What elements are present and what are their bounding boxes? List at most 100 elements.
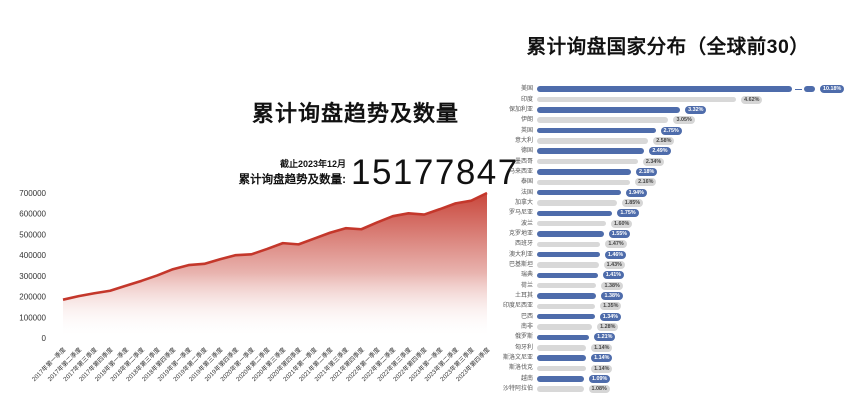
value-badge: 1.94%	[625, 188, 647, 197]
value-badge: 4.62%	[741, 95, 763, 104]
y-axis-label: 0	[42, 334, 47, 343]
bar-track: 1.08%	[537, 385, 848, 394]
bar-row: 荷兰 1.38%	[496, 281, 848, 291]
country-label: 美国	[520, 86, 533, 93]
bar-track: 3.05%	[537, 116, 848, 125]
value-badge: 1.47%	[605, 240, 627, 249]
bar-row: 美国 10.18%	[496, 84, 848, 94]
axis-break-dash	[795, 88, 802, 90]
country-label: 越南	[520, 375, 533, 382]
bar	[537, 138, 649, 144]
trend-chart-title: 累计询盘趋势及数量	[252, 101, 460, 126]
bar-row: 土耳其 1.38%	[496, 291, 848, 301]
bar	[537, 355, 587, 361]
value-badge: 1.14%	[591, 354, 613, 363]
value-badge: 1.34%	[599, 312, 622, 321]
bar	[537, 200, 617, 206]
bar-row: 俄罗斯 1.21%	[496, 332, 848, 342]
country-bar-chart: 美国 10.18% 印度 4.62% 保加利亚 3.32% 伊朗 3.05% 英国 2.75% 意大…	[496, 84, 848, 394]
trend-stat-labels: 截止2023年12月 累计询盘趋势及数量:	[225, 159, 346, 188]
bar-track: 2.18%	[537, 167, 848, 176]
bar-track: 2.75%	[537, 126, 848, 135]
country-label: 荷兰	[520, 282, 533, 289]
bar-row: 印度 4.62%	[496, 94, 848, 104]
bar	[537, 334, 590, 341]
value-badge: 1.08%	[588, 385, 610, 394]
country-label: 波兰	[520, 220, 533, 227]
bar	[537, 210, 613, 217]
bar-row: 罗马尼亚 1.75%	[496, 208, 848, 218]
y-axis-label: 300000	[19, 272, 46, 281]
bar-track: 2.16%	[537, 178, 848, 187]
bar-row: 加拿大 1.85%	[496, 198, 848, 208]
country-label: 斯洛文尼亚	[502, 355, 533, 362]
value-badge: 1.55%	[608, 230, 631, 239]
as-of-date-label: 截止2023年12月	[279, 159, 346, 169]
trend-area-chart: 0 100000 200000 300000 400000 500000 600000 700…	[19, 189, 491, 383]
bar	[537, 96, 737, 103]
bar	[537, 220, 606, 227]
bar	[537, 179, 631, 186]
value-badge: 1.28%	[597, 323, 619, 332]
value-badge: 3.32%	[685, 105, 707, 114]
value-badge: 1.85%	[621, 199, 644, 208]
bar	[537, 313, 595, 320]
bar-track: 1.46%	[537, 250, 848, 259]
value-badge: 2.58%	[653, 136, 675, 145]
bar-row: 意大利 2.58%	[496, 136, 848, 146]
area-top-line	[62, 191, 488, 301]
bar	[537, 158, 638, 165]
value-badge: 2.49%	[649, 147, 671, 156]
y-axis-label: 200000	[19, 293, 46, 302]
bar	[537, 189, 621, 196]
y-axis-label: 500000	[19, 230, 46, 239]
bar-track: 2.49%	[537, 147, 848, 156]
country-label: 墨西哥	[514, 158, 533, 165]
y-axis-label: 600000	[19, 210, 46, 219]
country-label: 匈牙利	[514, 344, 533, 351]
y-axis-label: 100000	[19, 313, 46, 322]
country-label: 澳大利亚	[508, 251, 533, 258]
y-axis-label: 400000	[19, 251, 46, 260]
value-badge: 1.14%	[591, 343, 613, 352]
value-badge: 1.38%	[601, 281, 623, 290]
value-badge: 1.46%	[604, 250, 627, 259]
country-label: 西班牙	[514, 241, 533, 248]
bar	[537, 272, 598, 279]
total-inquiries-value: 15177847	[351, 153, 519, 192]
bar-track: 2.34%	[537, 157, 848, 166]
bar-row: 斯洛伐克 1.14%	[496, 363, 848, 373]
bar	[537, 386, 584, 392]
country-label: 加拿大	[514, 199, 533, 206]
country-label: 南非	[520, 324, 533, 331]
bar	[537, 107, 681, 113]
bar-row: 匈牙利 1.14%	[496, 343, 848, 353]
bar	[537, 148, 645, 154]
bar-track: 4.62%	[537, 95, 848, 104]
bar-track: 1.38%	[537, 292, 848, 301]
bar-track: 1.34%	[537, 312, 848, 321]
bar	[537, 169, 631, 175]
bar-track: 1.28%	[537, 323, 848, 332]
bar-row: 越南 1.09%	[496, 374, 848, 384]
country-label: 斯洛伐克	[508, 365, 533, 372]
country-label: 巴西	[520, 313, 533, 320]
bar-track: 1.55%	[537, 230, 848, 239]
bar-row: 墨西哥 2.34%	[496, 156, 848, 166]
bar	[537, 231, 604, 237]
bar-row: 瑞典 1.41%	[496, 270, 848, 280]
bar-track: 2.58%	[537, 136, 848, 145]
country-label: 巴基斯坦	[508, 262, 533, 269]
bar-row: 克罗地亚 1.55%	[496, 229, 848, 239]
value-badge: 1.14%	[591, 364, 613, 373]
value-badge: 1.43%	[603, 261, 625, 270]
value-badge: 1.35%	[600, 302, 622, 311]
bar-row: 南非 1.28%	[496, 322, 848, 332]
country-label: 罗马尼亚	[508, 210, 533, 217]
country-label: 土耳其	[514, 293, 533, 300]
bar	[537, 303, 596, 310]
country-label: 俄罗斯	[514, 334, 533, 341]
bar-row: 波兰 1.60%	[496, 218, 848, 228]
country-label: 法国	[520, 189, 533, 196]
bar-track: 1.21%	[537, 333, 848, 342]
